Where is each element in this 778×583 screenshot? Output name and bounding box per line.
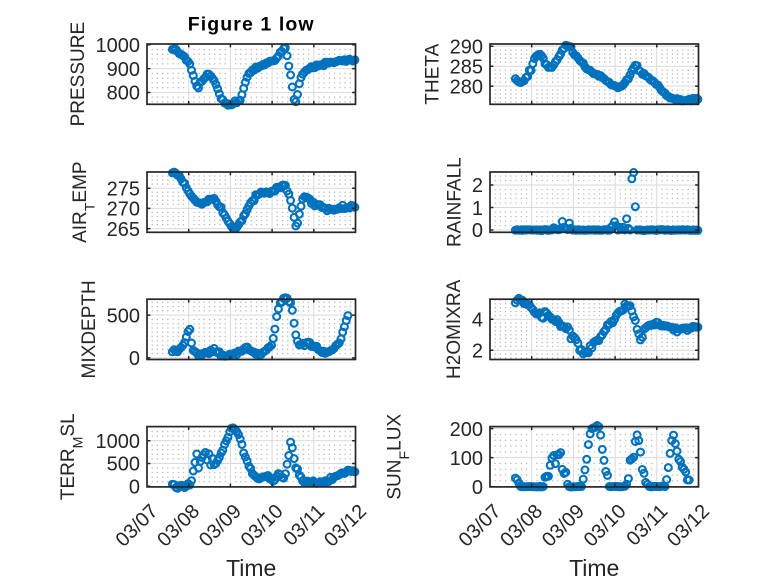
svg-text:200: 200 <box>450 419 483 441</box>
svg-text:280: 280 <box>450 76 483 98</box>
svg-text:0: 0 <box>472 477 483 499</box>
svg-text:0: 0 <box>129 476 140 498</box>
svg-text:2: 2 <box>472 175 483 197</box>
svg-text:900: 900 <box>107 59 140 81</box>
svg-text:2: 2 <box>472 340 483 362</box>
svg-text:THETA: THETA <box>423 43 444 104</box>
svg-text:Figure 1 low: Figure 1 low <box>188 14 315 36</box>
svg-text:Time: Time <box>569 555 619 581</box>
svg-text:100: 100 <box>450 448 483 470</box>
svg-text:285: 285 <box>450 56 483 78</box>
svg-text:1000: 1000 <box>96 35 141 57</box>
svg-text:1: 1 <box>472 198 483 220</box>
svg-text:H2OMIXRA: H2OMIXRA <box>444 279 465 379</box>
svg-text:500: 500 <box>107 454 140 476</box>
svg-text:1000: 1000 <box>96 431 141 453</box>
svg-text:265: 265 <box>107 219 140 241</box>
svg-text:RAINFALL: RAINFALL <box>444 157 465 247</box>
svg-text:Time: Time <box>226 555 276 581</box>
svg-text:4: 4 <box>472 310 483 332</box>
svg-text:0: 0 <box>129 348 140 370</box>
svg-text:0: 0 <box>472 220 483 242</box>
svg-text:270: 270 <box>107 199 140 221</box>
svg-text:MIXDEPTH: MIXDEPTH <box>79 280 100 378</box>
svg-text:500: 500 <box>107 305 140 327</box>
svg-text:290: 290 <box>450 37 483 59</box>
svg-text:PRESSURE: PRESSURE <box>68 22 89 127</box>
svg-text:800: 800 <box>107 83 140 105</box>
svg-text:275: 275 <box>107 178 140 200</box>
